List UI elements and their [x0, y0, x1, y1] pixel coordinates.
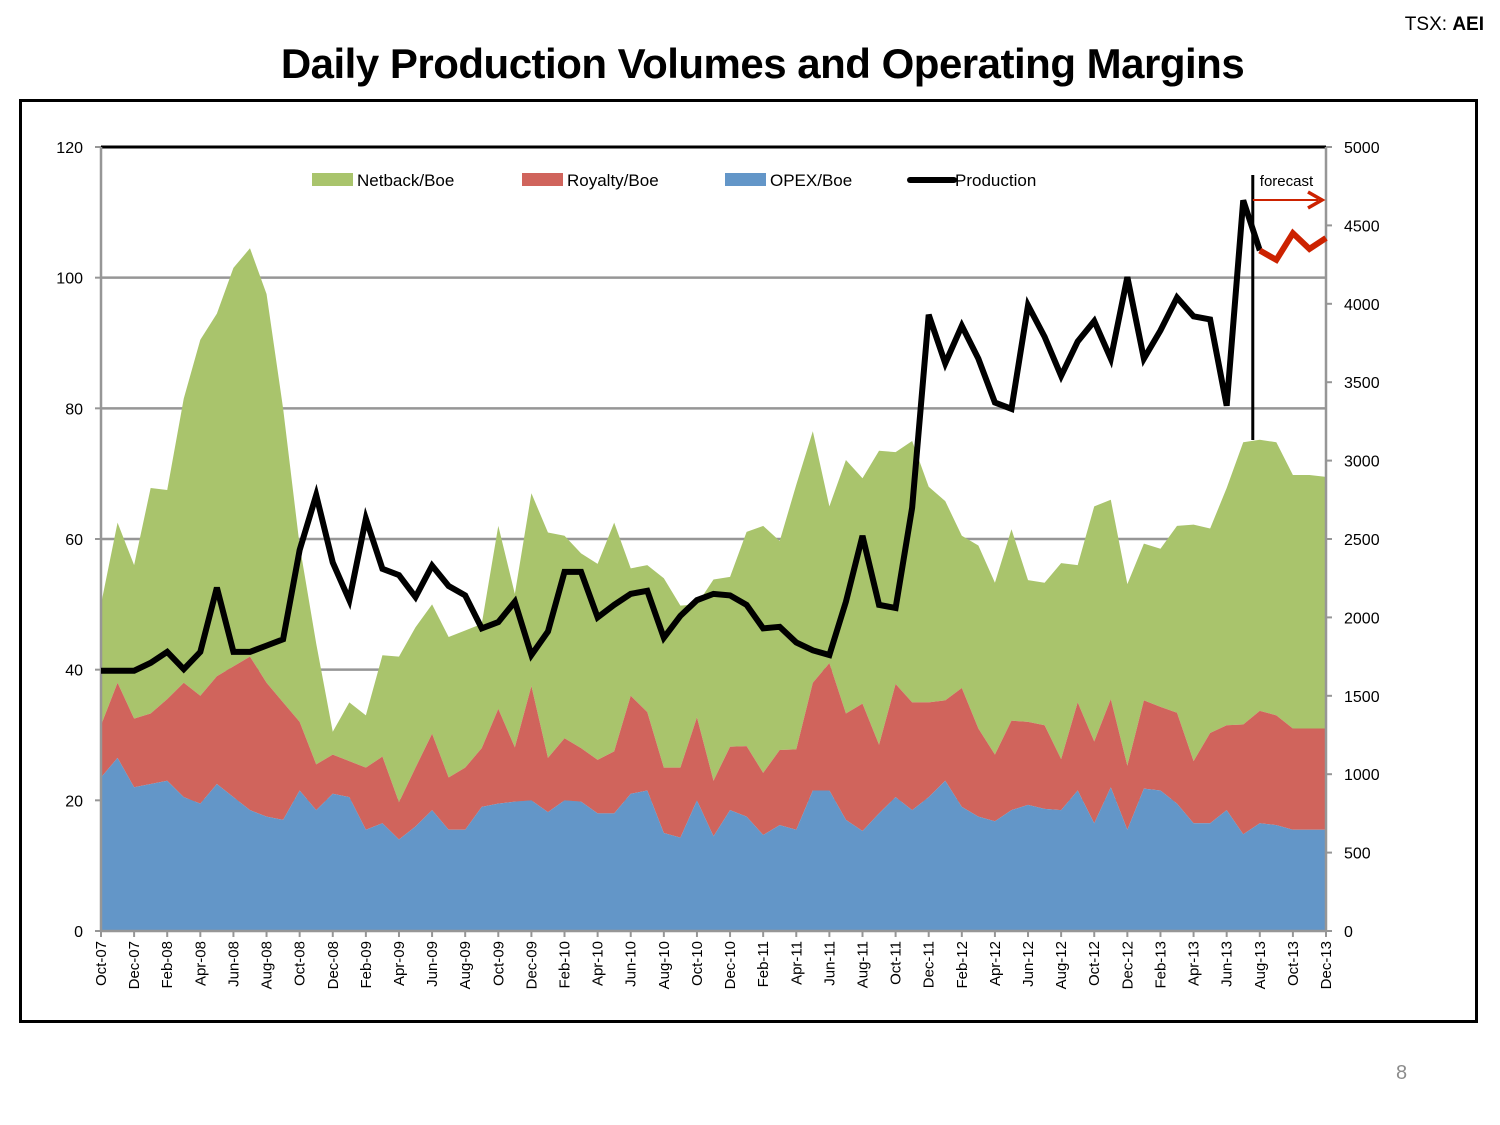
- x-tick-label: Feb-08: [159, 941, 176, 989]
- x-tick-label: Oct-10: [689, 941, 706, 986]
- ticker-label: TSX: AEI: [1405, 14, 1484, 36]
- legend-label-opex: OPEX/Boe: [770, 171, 852, 190]
- left-tick-label: 80: [65, 401, 83, 418]
- x-tick-label: Jun-11: [821, 941, 838, 986]
- left-tick-label: 120: [56, 140, 83, 157]
- x-tick-label: Feb-09: [358, 941, 375, 989]
- production-line-actual: [101, 199, 1263, 674]
- legend-label-netback: Netback/Boe: [357, 171, 454, 190]
- x-tick-label: Apr-08: [192, 941, 209, 986]
- right-tick-label: 2000: [1344, 610, 1380, 627]
- legend-swatch-royalty: [522, 173, 563, 186]
- forecast-label: forecast: [1260, 173, 1314, 190]
- chart-frame: [19, 99, 1478, 1023]
- right-tick-label: 0: [1344, 924, 1353, 941]
- x-tick-label: Jun-12: [1020, 941, 1037, 987]
- right-tick-label: 3500: [1344, 375, 1380, 392]
- legend-item-production: Production: [907, 171, 1036, 190]
- x-tick-label: Apr-12: [987, 941, 1004, 986]
- legend-swatch-netback: [312, 173, 353, 186]
- x-tick-label: Oct-09: [490, 941, 507, 986]
- right-tick-label: 1000: [1344, 767, 1380, 784]
- right-tick-label: 3000: [1344, 454, 1380, 471]
- stacked-areas: [101, 248, 1326, 931]
- forecast-annotation: forecast: [1251, 173, 1326, 440]
- area-royalty: [101, 656, 1326, 840]
- ticker-symbol: AEI: [1452, 14, 1484, 35]
- right-tick-label: 5000: [1344, 140, 1380, 157]
- x-tick-label: Oct-13: [1285, 941, 1302, 986]
- x-tick-label: Aug-10: [656, 941, 673, 989]
- forecast-arrow-icon: [1307, 190, 1326, 210]
- area-opex: [101, 757, 1326, 931]
- legend-label-royalty: Royalty/Boe: [567, 171, 659, 190]
- left-tick-label: 0: [74, 924, 83, 941]
- left-tick-label: 40: [65, 663, 83, 680]
- page-title: Daily Production Volumes and Operating M…: [280, 40, 1245, 87]
- x-tick-label: Apr-10: [590, 941, 607, 986]
- x-tick-label: Dec-07: [126, 941, 143, 989]
- x-tick-label: Dec-09: [523, 941, 540, 989]
- x-tick-label: Aug-09: [457, 941, 474, 989]
- legend-label-production: Production: [955, 171, 1036, 190]
- x-tick-label: Oct-12: [1086, 941, 1103, 986]
- x-tick-label: Dec-13: [1318, 941, 1335, 989]
- x-tick-label: Feb-13: [1152, 941, 1169, 989]
- x-tick-label: Jun-09: [424, 941, 441, 987]
- x-tick-label: Feb-12: [954, 941, 971, 989]
- right-tick-label: 4500: [1344, 218, 1380, 235]
- x-tick-label: Jun-10: [623, 941, 640, 987]
- x-tick-label: Oct-08: [292, 941, 309, 986]
- x-tick-label: Feb-11: [755, 941, 772, 987]
- ticker-prefix: TSX:: [1404, 14, 1453, 35]
- right-tick-label: 4000: [1344, 297, 1380, 314]
- x-tick-label: Oct-11: [888, 941, 905, 985]
- x-tick-label: Aug-11: [854, 941, 871, 988]
- production-line-forecast: [1258, 228, 1328, 264]
- area-netback: [101, 248, 1326, 803]
- x-tick-label: Apr-13: [1186, 941, 1203, 986]
- legend-item-netback: Netback/Boe: [312, 171, 454, 190]
- x-tick-label: Dec-10: [722, 941, 739, 989]
- x-tick-label: Jun-13: [1219, 941, 1236, 987]
- x-tick-label: Jun-08: [225, 941, 242, 987]
- axes: 0 20 40 60 80 100 120 0 500 1000 1500 2000 2500 3000 3…: [56, 140, 1379, 989]
- x-tick-label: Dec-12: [1119, 941, 1136, 989]
- right-tick-label: 500: [1344, 846, 1371, 863]
- page-number: 8: [1396, 1062, 1408, 1084]
- left-tick-label: 100: [56, 271, 83, 288]
- x-tick-label: Aug-13: [1252, 941, 1269, 989]
- legend-item-royalty: Royalty/Boe: [522, 171, 659, 190]
- legend-item-opex: OPEX/Boe: [725, 171, 852, 190]
- x-tick-label: Aug-12: [1053, 941, 1070, 989]
- x-tick-label: Apr-11: [788, 941, 805, 985]
- right-tick-label: 1500: [1344, 689, 1380, 706]
- x-tick-label: Feb-10: [557, 941, 574, 989]
- left-tick-label: 20: [65, 793, 83, 810]
- x-tick-label: Aug-08: [259, 941, 276, 989]
- left-tick-label: 60: [65, 532, 83, 549]
- right-tick-label: 2500: [1344, 532, 1380, 549]
- x-tick-label: Apr-09: [391, 941, 408, 986]
- production-line: [101, 199, 1328, 674]
- x-tick-label: Oct-07: [93, 941, 110, 986]
- x-tick-label: Dec-11: [921, 941, 938, 988]
- legend: Netback/Boe Royalty/Boe OPEX/Boe Production: [312, 171, 1036, 190]
- legend-swatch-opex: [725, 173, 766, 186]
- x-tick-label: Dec-08: [325, 941, 342, 989]
